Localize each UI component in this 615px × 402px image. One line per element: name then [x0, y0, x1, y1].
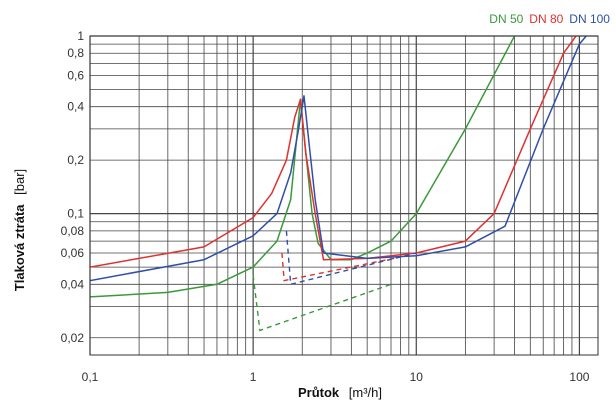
series-line-dn-50 — [90, 36, 516, 298]
y-tick-label: 0,08 — [61, 224, 85, 238]
x-axis-title-main: Průtok — [298, 385, 340, 400]
series-dashed-dn-50 — [252, 275, 392, 332]
y-tick-label: 0,06 — [61, 246, 85, 260]
y-tick-label: 0,6 — [67, 68, 84, 82]
series-line-dn-100 — [90, 36, 588, 282]
legend-entry-dn-100: DN 100 — [569, 12, 610, 26]
x-axis-title: Průtok [m³/h] — [298, 385, 382, 400]
y-axis-unit: [bar] — [12, 169, 27, 195]
x-axis-unit: [m³/h] — [349, 385, 382, 400]
x-tick-labels: 0,1 1 10 100 — [82, 370, 590, 384]
legend-entry-dn-80: DN 80 — [529, 12, 563, 26]
plot-frame — [89, 35, 599, 356]
series-line-dn-80 — [90, 36, 577, 268]
plot-background — [90, 36, 598, 355]
grid — [89, 35, 598, 355]
y-tick-label: 0,02 — [61, 331, 85, 345]
y-tick-label: 0,04 — [61, 277, 85, 291]
x-tick-label: 0,1 — [82, 370, 99, 384]
y-tick-label: 1 — [77, 29, 84, 43]
x-tick-label: 10 — [410, 370, 424, 384]
y-axis-title: Tlaková ztráta [bar] — [12, 169, 27, 291]
y-tick-labels: 1 0,8 0,6 0,4 0,2 0,1 0,08 0,06 0,04 0,02 — [61, 29, 85, 345]
series-dashed-dn-100 — [285, 230, 417, 286]
y-tick-label: 0,2 — [67, 153, 84, 167]
series-dashed-dn-80 — [281, 252, 401, 282]
y-tick-label: 0,4 — [67, 100, 84, 114]
y-axis-title-main: Tlaková ztráta — [12, 204, 27, 291]
x-tick-label: 100 — [569, 370, 589, 384]
legend: DN 50 DN 80 DN 100 — [489, 12, 610, 26]
y-tick-label: 0,8 — [67, 46, 84, 60]
y-tick-label: 0,1 — [67, 207, 84, 221]
legend-entry-dn-50: DN 50 — [489, 12, 523, 26]
x-tick-label: 1 — [250, 370, 257, 384]
series-layer — [90, 36, 588, 332]
